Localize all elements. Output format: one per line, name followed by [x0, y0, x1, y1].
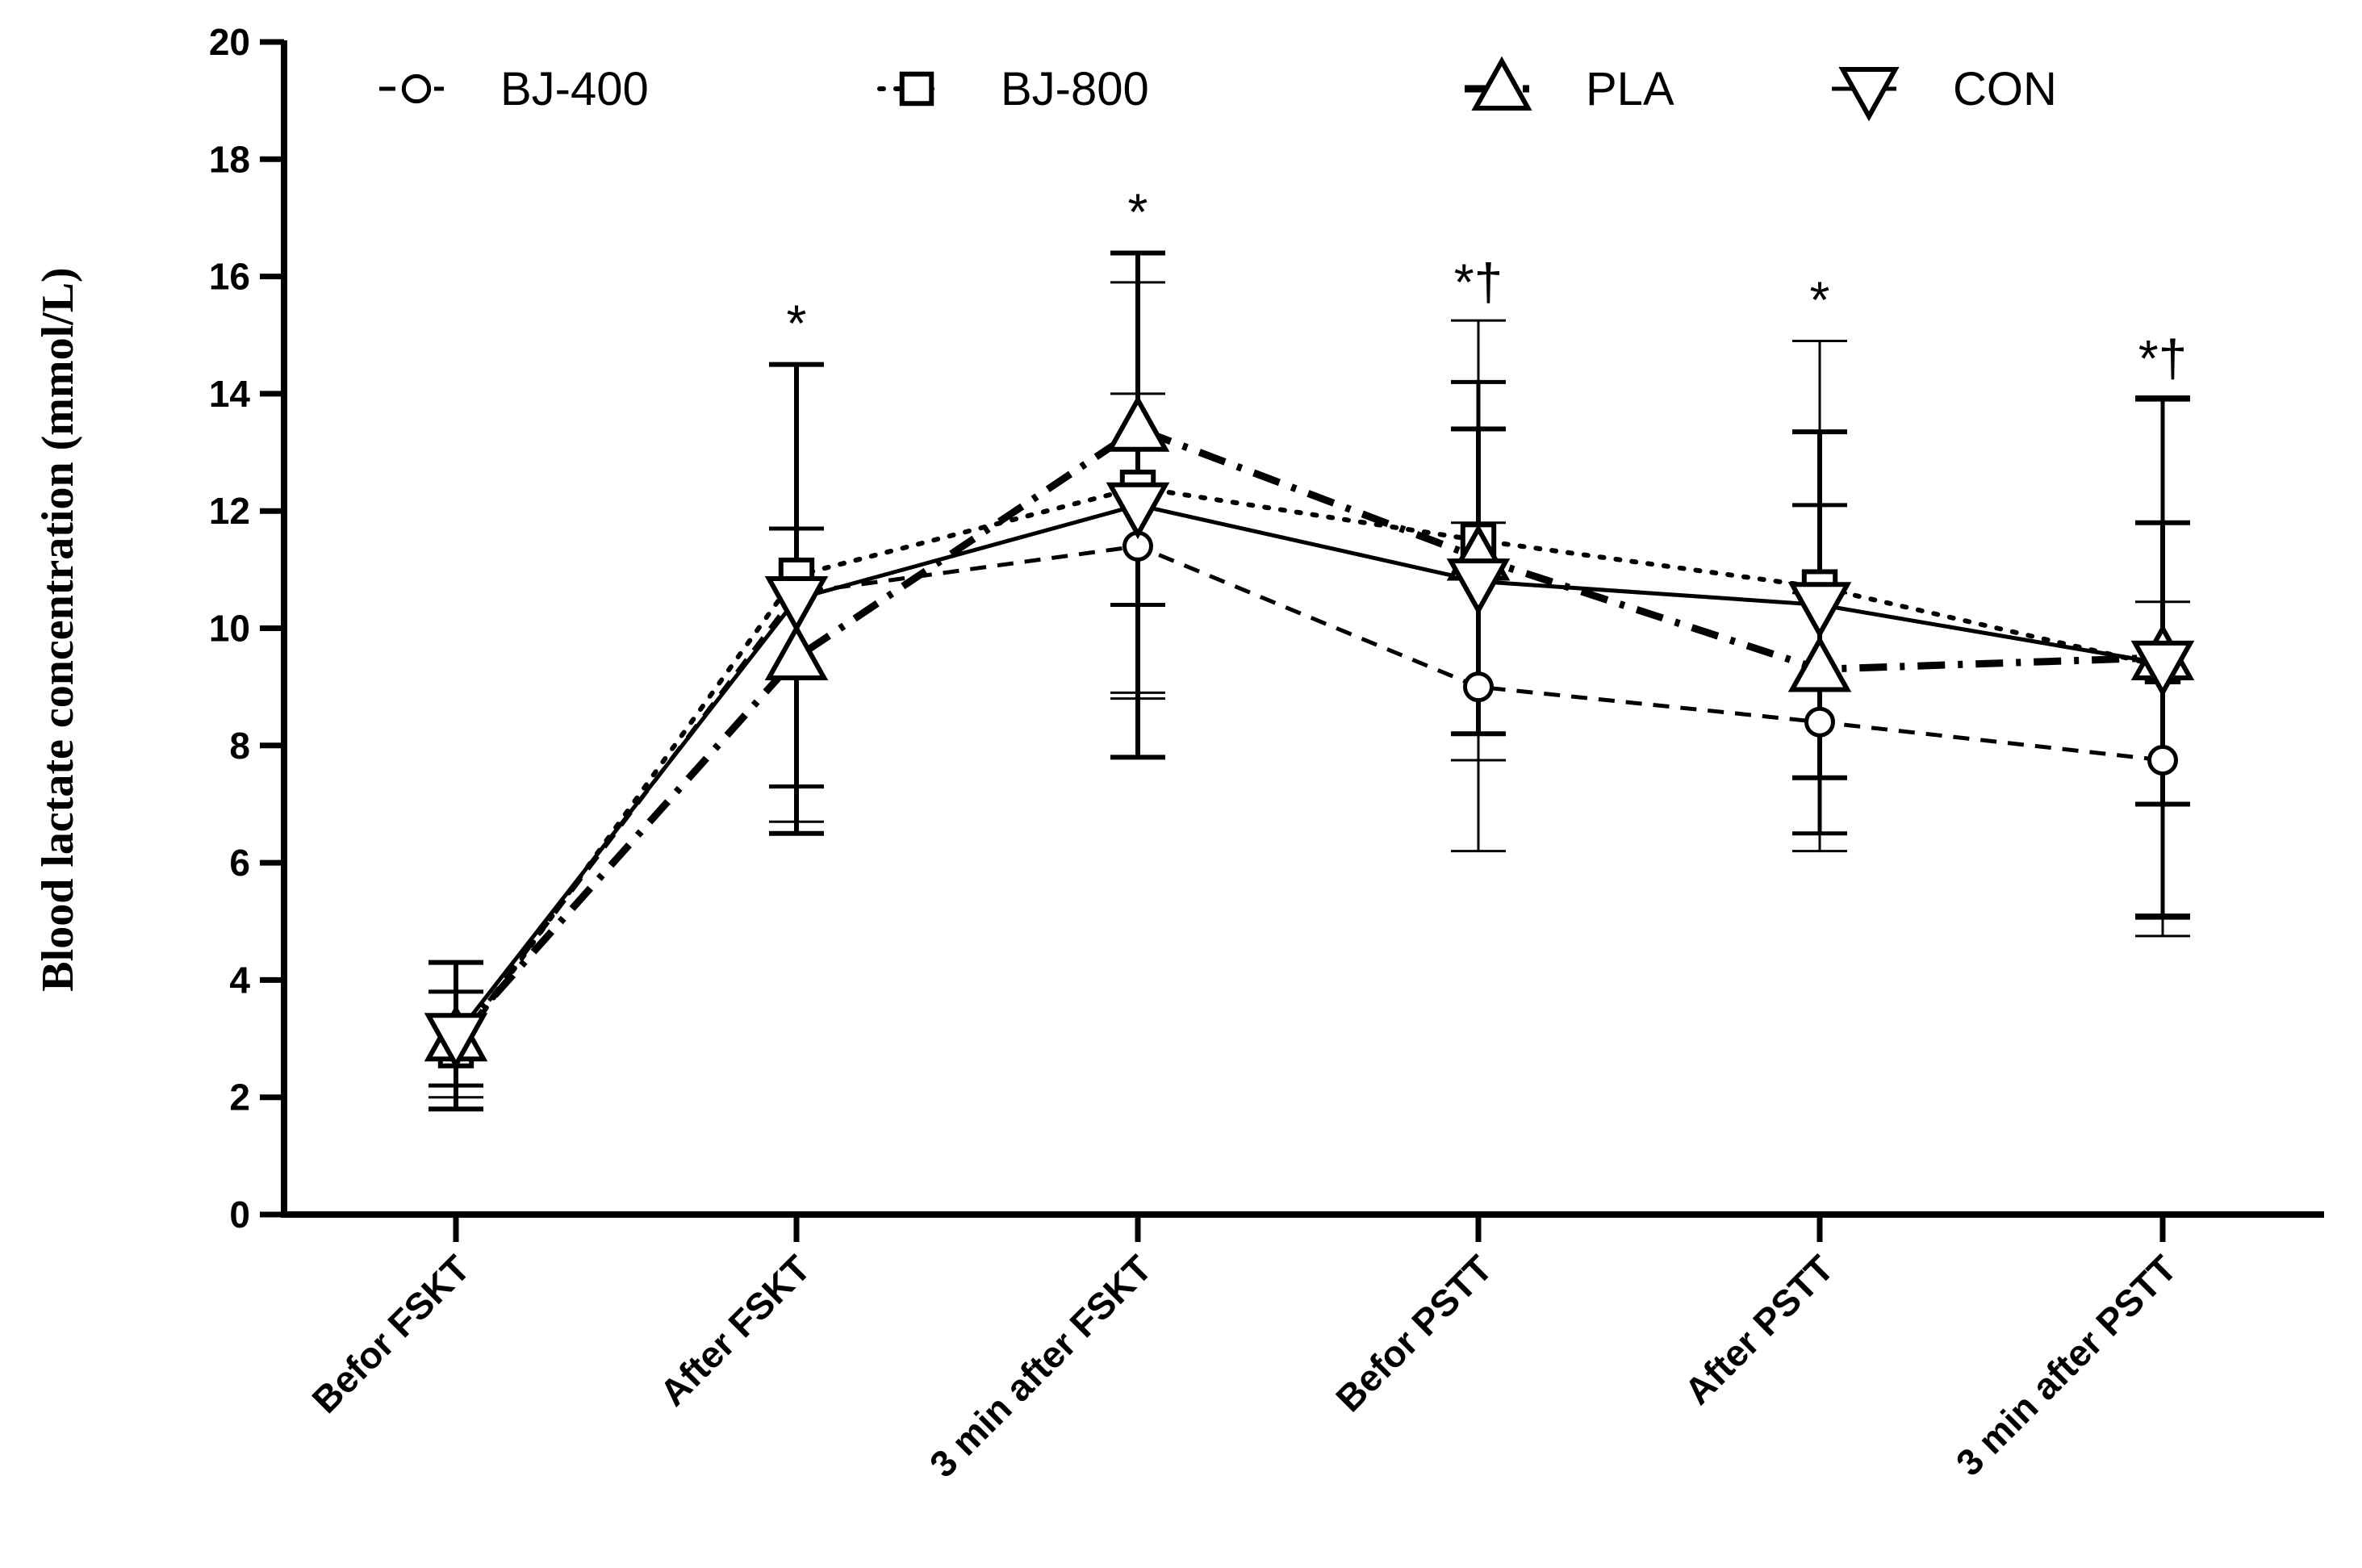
- y-axis-label: Blood lactate concentration (mmol/L): [33, 267, 83, 991]
- marker-con: [424, 1013, 488, 1070]
- marker-con: [1787, 582, 1852, 639]
- y-tick-label: 10: [209, 608, 250, 650]
- legend-label-bj-400: BJ-400: [500, 63, 649, 115]
- y-tick-label: 4: [229, 959, 250, 1001]
- legend-marker-bj-400: [401, 73, 432, 104]
- y-tick-label: 18: [209, 138, 250, 180]
- y-tick-label: 12: [209, 490, 250, 532]
- marker-bj-400: [1463, 671, 1494, 703]
- x-tick-label: 3 min after PSTT: [1948, 1247, 2184, 1483]
- marker-con: [1106, 482, 1170, 540]
- marker-con: [1446, 558, 1511, 616]
- y-tick-label: 0: [229, 1194, 250, 1236]
- y-tick-label: 20: [209, 21, 250, 63]
- x-tick-label: After PSTT: [1676, 1247, 1842, 1412]
- axes: 0 2 4 6 8 10 12 14 16 18 20 Befor FSKT After FSKT 3 m…: [209, 21, 2324, 1486]
- marker-con: [2130, 640, 2195, 698]
- series-line-bj-800: [454, 485, 2165, 1053]
- legend-marker-con: [1838, 67, 1900, 122]
- y-tick-label: 6: [229, 842, 250, 884]
- significance-annotation: *†: [1454, 253, 1503, 312]
- x-tick-label: 3 min after FSKT: [922, 1247, 1160, 1485]
- x-tick-label: After FSKT: [651, 1247, 818, 1414]
- x-tick-label: Befor FSKT: [303, 1247, 478, 1421]
- y-tick-label: 16: [209, 256, 250, 298]
- y-tick-label: 14: [209, 373, 251, 415]
- marker-pla: [1787, 635, 1852, 692]
- series-lines: [453, 424, 2165, 1053]
- legend-label-con: CON: [1953, 63, 2057, 115]
- x-tick-label: Befor PSTT: [1327, 1247, 1500, 1420]
- series-line-bj-400: [454, 544, 2163, 1046]
- error-bars: [429, 250, 2190, 1112]
- series-markers: [424, 395, 2195, 1070]
- significance-annotations: * * *† * *†: [787, 182, 2188, 387]
- significance-annotation: *†: [2138, 329, 2188, 387]
- marker-con: [764, 575, 829, 633]
- marker-bj-400: [2147, 744, 2178, 776]
- y-tick-label: 8: [229, 725, 250, 767]
- significance-annotation: *: [787, 295, 807, 353]
- series-line-con: [454, 503, 2163, 1037]
- marker-pla: [764, 623, 829, 681]
- y-tick-label: 2: [229, 1077, 250, 1119]
- legend-marker-pla: [1471, 56, 1532, 111]
- legend-marker-bj-800: [899, 71, 934, 107]
- legend-label-bj-800: BJ-800: [1001, 63, 1149, 115]
- significance-annotation: *: [1810, 270, 1830, 328]
- marker-pla: [1106, 395, 1170, 452]
- significance-annotation: *: [1128, 182, 1148, 240]
- legend-label-pla: PLA: [1586, 63, 1674, 115]
- marker-bj-400: [1804, 706, 1835, 738]
- legend: BJ-400 BJ-800 PLA CON: [379, 56, 2057, 122]
- series-line-pla: [453, 424, 2163, 1042]
